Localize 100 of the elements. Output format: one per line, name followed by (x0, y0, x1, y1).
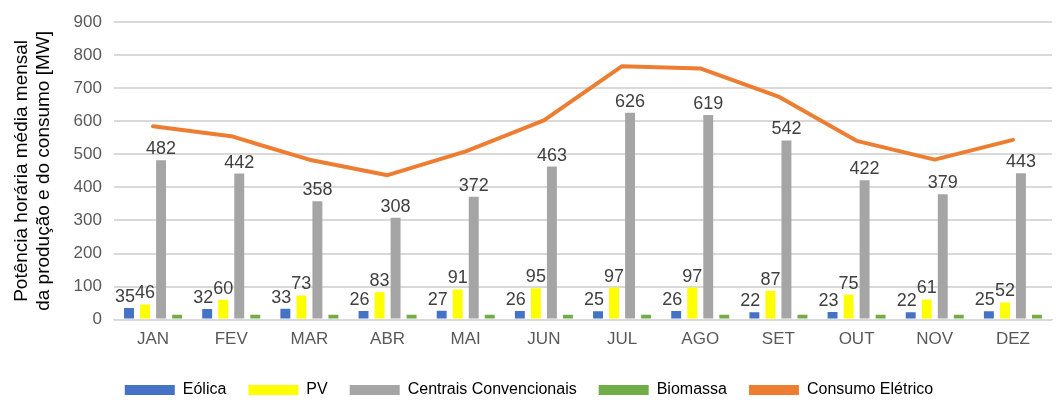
data-label: 22 (896, 290, 917, 311)
legend-label: PV (306, 380, 329, 398)
x-tick-label: MAI (450, 329, 481, 349)
bar (358, 311, 369, 319)
x-tick-label: NOV (916, 329, 954, 349)
bar (953, 314, 964, 319)
x-tick-label: OUT (838, 329, 875, 349)
bar (749, 312, 760, 319)
bar (983, 311, 994, 319)
data-label: 372 (458, 174, 489, 195)
bar (172, 314, 183, 319)
bar (562, 314, 573, 319)
data-label: 33 (271, 286, 292, 307)
data-label: 379 (927, 172, 958, 193)
bar (390, 217, 401, 319)
bar (797, 314, 808, 319)
bar (859, 180, 870, 319)
x-tick-label: JAN (136, 329, 170, 349)
data-label: 26 (662, 288, 683, 309)
bar (719, 314, 730, 319)
x-tick-label: SET (761, 329, 795, 349)
data-label: 60 (213, 277, 234, 298)
y-tick-label: 500 (73, 144, 102, 164)
y-tick-label: 300 (73, 210, 102, 230)
legend-label: Centrais Convencionais (407, 380, 577, 398)
data-label: 83 (369, 270, 390, 291)
bar (687, 287, 698, 319)
data-label: 22 (740, 290, 761, 311)
data-label: 482 (146, 138, 177, 159)
bar (202, 309, 213, 319)
data-label: 443 (1005, 151, 1036, 172)
bar (468, 196, 479, 319)
data-label: 61 (916, 277, 937, 298)
data-label: 26 (505, 288, 526, 309)
data-label: 25 (584, 289, 605, 310)
data-label: 23 (818, 289, 839, 310)
legend-label: Consumo Elétrico (806, 380, 934, 398)
x-tick-label: FEV (214, 329, 249, 349)
data-label: 91 (447, 267, 468, 288)
y-tick-label: 400 (73, 177, 102, 197)
bar (625, 112, 636, 319)
bar (671, 311, 682, 319)
bar (905, 312, 916, 319)
bar (484, 314, 495, 319)
bar (1031, 314, 1042, 319)
legend-label: Eólica (182, 380, 227, 398)
y-tick-label: 200 (73, 243, 102, 263)
bar (156, 160, 167, 319)
bar (234, 173, 245, 319)
bar (1015, 173, 1026, 319)
bar (546, 166, 557, 319)
bar (312, 201, 323, 319)
data-label: 26 (349, 288, 370, 309)
y-tick-label: 900 (73, 11, 102, 31)
bar (296, 295, 307, 319)
bar (514, 311, 525, 319)
bar (875, 314, 886, 319)
bar (374, 292, 385, 319)
legend-label: Biomassa (656, 380, 728, 398)
x-tick-label: JUL (606, 329, 638, 349)
data-label: 73 (291, 273, 312, 294)
y-axis-title: Potência horária média mensal da produção e do consumo [MW] (9, 30, 54, 311)
data-label: 87 (760, 268, 781, 289)
y-tick-label: 100 (73, 276, 102, 296)
bar (843, 294, 854, 319)
bar (140, 304, 150, 319)
x-tick-label: AGO (681, 329, 720, 349)
bar (250, 314, 261, 319)
y-tick-label: 700 (73, 77, 102, 97)
data-label: 75 (838, 272, 859, 293)
data-label: 35 (114, 286, 136, 306)
x-tick-label: JUN (527, 329, 561, 349)
data-label: 463 (536, 144, 567, 165)
y-tick-label: 600 (73, 111, 102, 131)
bar (937, 194, 948, 319)
bar (921, 299, 932, 319)
bar (218, 299, 229, 319)
data-label: 442 (224, 151, 255, 172)
bar (436, 310, 447, 319)
x-tick-label: MAR (290, 329, 329, 349)
x-tick-label: ABR (370, 329, 406, 349)
data-label: 422 (849, 158, 880, 179)
data-label: 626 (615, 90, 646, 111)
bar (765, 290, 776, 319)
bar (999, 302, 1010, 319)
data-label: 25 (974, 289, 995, 310)
bar (827, 312, 838, 319)
data-label: 542 (771, 118, 802, 139)
data-label: 97 (604, 265, 625, 286)
x-tick-label: DEZ (995, 329, 1030, 349)
bar (452, 289, 463, 319)
bar (328, 314, 339, 319)
bar (703, 115, 714, 319)
bar (406, 314, 417, 319)
data-label: 358 (302, 179, 333, 200)
data-label: 308 (380, 195, 411, 216)
data-label: 97 (682, 265, 703, 286)
bar (124, 308, 134, 319)
data-label: 95 (525, 266, 546, 287)
data-label: 619 (693, 93, 724, 114)
